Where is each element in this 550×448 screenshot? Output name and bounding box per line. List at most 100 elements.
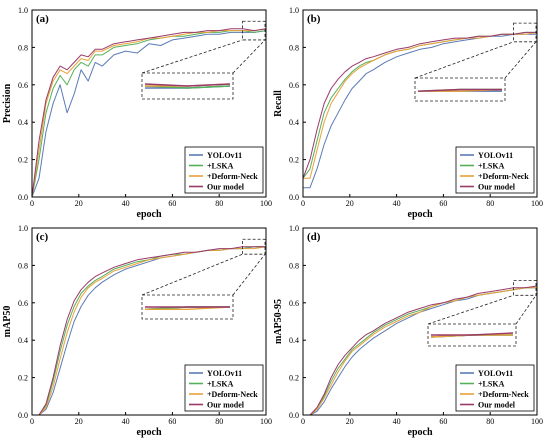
x-tick-label: 80	[486, 199, 494, 208]
legend-label: Our model	[478, 401, 516, 410]
y-tick-label: 0.2	[289, 374, 299, 383]
y-tick-label: 0.8	[18, 43, 28, 52]
x-tick-label: 0	[30, 417, 34, 426]
x-tick-label: 100	[260, 199, 272, 208]
x-tick-label: 20	[75, 417, 83, 426]
panel-3: 0 20 40 60 80 100 0.0 0.2 0.4 0.6 0.8 1.0 epoch mAP50…	[273, 224, 543, 438]
panel-2: 0 20 40 60 80 100 0.0 0.2 0.4 0.6 0.8 1.0 epoch mAP50…	[2, 224, 272, 438]
x-tick-label: 20	[346, 199, 354, 208]
zoom-connector	[141, 39, 243, 74]
legend-label: +LSKA	[207, 162, 234, 171]
y-tick-label: 0.0	[18, 193, 28, 202]
panel-label: (d)	[307, 231, 321, 243]
y-tick-label: 0.8	[289, 43, 299, 52]
y-tick-label: 1.0	[289, 6, 299, 15]
zoom-connector	[515, 295, 537, 325]
plot-frame	[302, 9, 538, 198]
y-tick-label: 0.4	[289, 336, 299, 345]
y-tick-label: 0.0	[289, 193, 299, 202]
x-axis-title: epoch	[408, 427, 433, 438]
series-line-3	[303, 287, 537, 416]
y-tick-label: 0.6	[289, 81, 299, 90]
panel-label: (a)	[36, 13, 49, 25]
x-tick-label: 100	[531, 417, 543, 426]
legend-label: +Deform-Neck	[478, 390, 529, 399]
x-axis-title: epoch	[137, 209, 162, 220]
plot-frame	[31, 9, 267, 198]
y-tick-label: 0.4	[18, 118, 28, 127]
x-tick-label: 0	[301, 417, 305, 426]
legend-label: +LSKA	[478, 380, 505, 389]
y-tick-label: 0.4	[289, 118, 299, 127]
zoom-connector	[414, 41, 514, 79]
x-tick-label: 40	[122, 199, 130, 208]
legend-label: Our model	[478, 183, 516, 192]
y-tick-label: 0.6	[289, 299, 299, 308]
panel-0: 0 20 40 60 80 100 0.0 0.2 0.4 0.6 0.8 1.0 epoch Preci…	[2, 6, 272, 220]
inset-series-line-3	[145, 306, 231, 310]
y-tick-label: 0.2	[18, 156, 28, 165]
x-tick-label: 80	[486, 417, 494, 426]
legend-label: +LSKA	[207, 380, 234, 389]
legend-label: YOLOv11	[207, 151, 242, 160]
legend-label: +Deform-Neck	[207, 172, 258, 181]
inset-series-line-4	[144, 83, 231, 87]
legend-label: YOLOv11	[478, 369, 513, 378]
panel-label: (b)	[307, 13, 321, 25]
x-axis-title: epoch	[408, 209, 433, 220]
y-tick-label: 1.0	[18, 224, 28, 233]
legend-label: Our model	[207, 183, 245, 192]
x-tick-label: 20	[75, 199, 83, 208]
y-axis-title: Recall	[273, 90, 284, 117]
x-tick-label: 60	[168, 199, 176, 208]
series-line-2	[31, 30, 267, 198]
zoom-source-box	[513, 22, 537, 43]
zoom-source-box	[513, 279, 537, 296]
plot-frame	[31, 227, 267, 416]
x-tick-label: 0	[301, 199, 305, 208]
x-tick-label: 20	[346, 417, 354, 426]
inset-series-line-4	[431, 332, 514, 336]
series-line-4	[302, 31, 537, 179]
x-tick-label: 100	[531, 199, 543, 208]
zoom-connector	[427, 294, 514, 325]
y-axis-title: mAP50-95	[273, 299, 284, 344]
legend-label: YOLOv11	[478, 151, 513, 160]
zoom-connector	[141, 253, 243, 296]
y-tick-label: 0.0	[289, 411, 299, 420]
zoom-connector	[232, 253, 266, 296]
y-axis-title: mAP50	[2, 306, 13, 338]
y-tick-label: 1.0	[289, 224, 299, 233]
zoom-connector	[504, 41, 537, 79]
series-line-4	[32, 246, 266, 416]
y-tick-label: 0.2	[289, 156, 299, 165]
series-line-3	[32, 246, 267, 416]
x-tick-label: 60	[439, 417, 447, 426]
x-tick-label: 40	[122, 417, 130, 426]
y-tick-label: 0.8	[18, 261, 28, 270]
x-tick-label: 100	[260, 417, 272, 426]
plot-frame	[302, 227, 538, 416]
legend-label: +Deform-Neck	[207, 390, 258, 399]
series-line-4	[303, 285, 538, 416]
y-tick-label: 0.6	[18, 299, 28, 308]
x-tick-label: 40	[393, 417, 401, 426]
series-line-1	[31, 30, 267, 198]
x-tick-label: 80	[215, 199, 223, 208]
x-tick-label: 80	[215, 417, 223, 426]
y-tick-label: 0.8	[289, 261, 299, 270]
legend-label: +Deform-Neck	[478, 172, 529, 181]
legend-label: +LSKA	[478, 162, 505, 171]
legend-label: Our model	[207, 401, 245, 410]
x-tick-label: 60	[168, 417, 176, 426]
x-tick-label: 40	[393, 199, 401, 208]
zoom-connector	[232, 39, 266, 74]
x-tick-label: 0	[30, 199, 34, 208]
x-axis-title: epoch	[137, 427, 162, 438]
legend-label: YOLOv11	[207, 369, 242, 378]
inset-series-line-4	[417, 88, 502, 92]
y-tick-label: 0.0	[18, 411, 28, 420]
series-line-4	[31, 28, 267, 198]
